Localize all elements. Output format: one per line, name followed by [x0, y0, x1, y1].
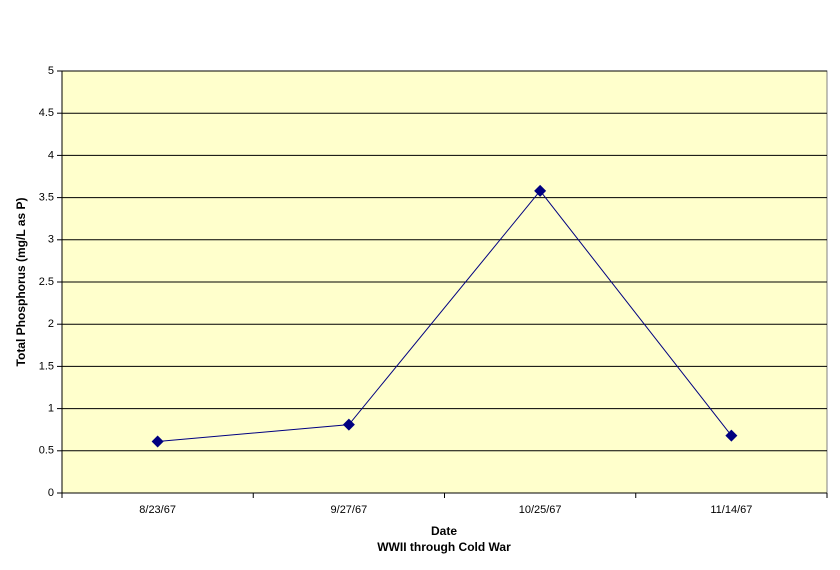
- x-axis-title: Date: [431, 524, 457, 538]
- y-tick-label: 0.5: [39, 445, 54, 457]
- data-point: [151, 435, 164, 448]
- data-point: [342, 418, 355, 431]
- x-axis-subtitle: WWII through Cold War: [377, 540, 511, 554]
- x-tick-label: 11/14/67: [710, 504, 752, 516]
- y-tick-label: 5: [48, 65, 54, 77]
- x-tick-label: 10/25/67: [519, 504, 562, 516]
- y-tick-label: 0: [48, 487, 54, 499]
- data-point: [725, 429, 738, 442]
- y-tick-label: 1: [48, 403, 54, 415]
- x-tick-label: 8/23/67: [139, 504, 176, 516]
- y-tick-label: 3: [48, 234, 54, 246]
- y-tick-label: 1.5: [39, 360, 54, 372]
- y-tick-label: 4.5: [39, 107, 54, 119]
- x-tick-label: 9/27/67: [331, 504, 368, 516]
- y-tick-label: 3.5: [39, 192, 54, 204]
- y-tick-label: 2: [48, 318, 54, 330]
- data-point: [534, 184, 547, 197]
- y-axis-title: Total Phosphorus (mg/L as P): [14, 198, 28, 367]
- y-tick-label: 2.5: [39, 276, 54, 288]
- y-tick-label: 4: [48, 149, 54, 161]
- series-line: [157, 190, 732, 443]
